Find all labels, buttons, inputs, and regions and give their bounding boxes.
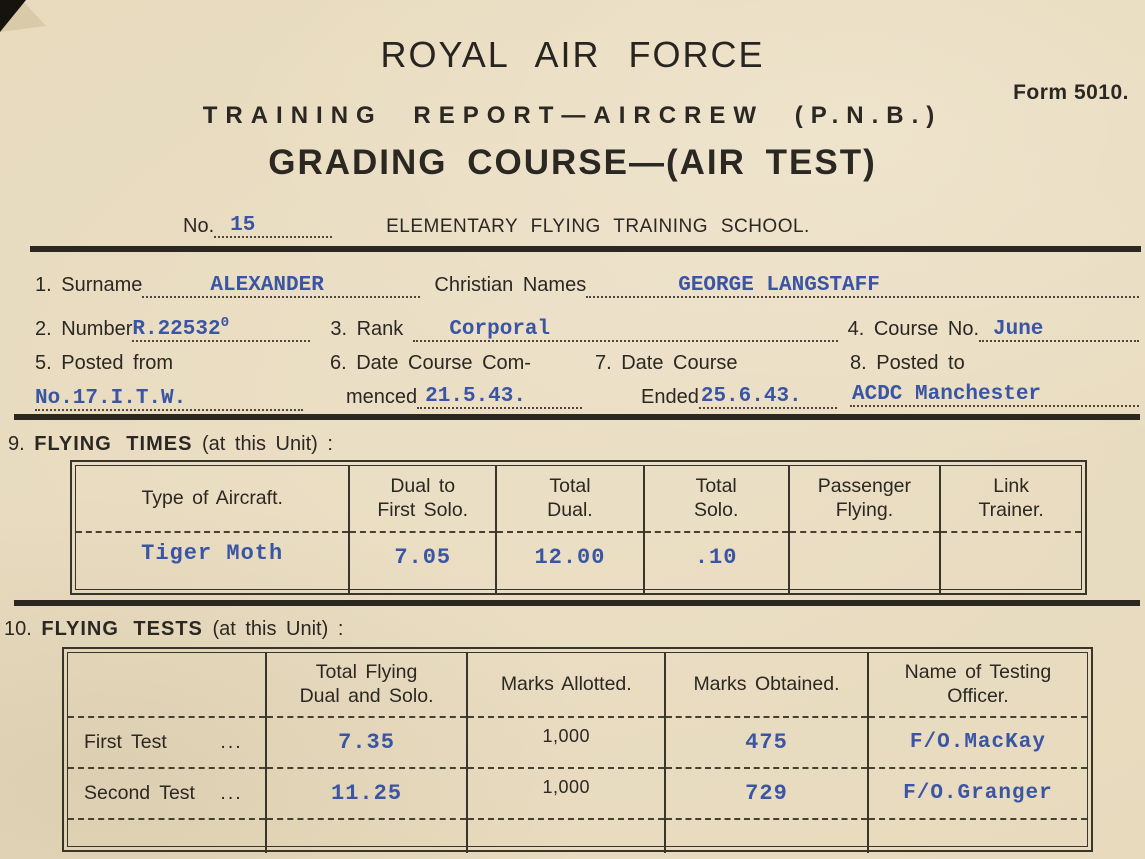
flying-tests-heading-suffix: (at this Unit) : [212,618,344,640]
course-commenced-block: 6. Date Course Com- menced 21.5.43. [330,352,582,409]
col-type-of-aircraft: Type of Aircraft. [76,466,351,533]
flying-tests-table: Total Flying Dual and Solo. Marks Allott… [62,647,1093,853]
field-row-number-rank: 2. Number R.225320 3. Rank Corporal 4. C… [35,302,1139,342]
commenced-label-line1: 6. Date Course Com- [330,352,531,374]
christian-names-value: GEORGE LANGSTAFF [678,274,880,297]
flying-times-heading-title: FLYING TIMES [34,433,193,455]
first-test-leader-dots: ... [220,731,243,753]
col-dual-to-first-solo: Dual to First Solo. [349,466,498,533]
cell-first-total-flying: 7.35 [338,730,395,755]
commenced-label-line2: menced [346,386,418,408]
col-total-solo: Total Solo. [643,466,790,533]
flying-tests-heading: 10. FLYING TESTS (at this Unit) : [4,618,343,641]
cell-link-trainer [940,532,1081,593]
cell-passenger-flying [788,532,942,593]
posted-from-label: 5. Posted from [35,352,174,374]
school-line: No. 15 ELEMENTARY FLYING TRAINING SCHOOL… [183,212,845,238]
flying-tests-heading-title: FLYING TESTS [41,618,203,640]
cell-first-marks-obtained: 475 [745,730,788,755]
ended-leader: 25.6.43. [698,379,837,409]
cell-aircraft: Tiger Moth [141,541,284,566]
cell-first-marks-allotted: 1,000 [542,726,591,746]
form-number: Form 5010. [1013,81,1129,104]
cell-second-total-flying: 11.25 [331,781,403,806]
course-no-value: June [993,318,1044,341]
school-no-label: No. [183,215,215,237]
course-title: GRADING COURSE—(AIR TEST) [268,143,877,182]
posted-from-block: 5. Posted from No.17.I.T.W. [35,352,303,411]
cell-dual-first-solo: 7.05 [394,545,452,570]
section-divider-mid [14,414,1140,420]
school-no-leader: 15 [214,212,333,238]
second-test-label: Second Test [84,782,195,804]
christian-names-leader: GEORGE LANGSTAFF [586,272,1139,298]
ended-value: 25.6.43. [700,385,802,408]
course-no-leader: June [979,316,1139,342]
section-divider-top [30,246,1141,252]
col-total-dual: Total Dual. [496,466,645,533]
flying-tests-heading-no: 10. [4,618,32,640]
rank-leader: Corporal [413,316,838,342]
cell-second-officer: F/O.Granger [903,782,1053,805]
table-row-second-test: Second Test... 11.25 1,000 729 F/O.Grang… [68,768,1087,820]
col-test-name [68,653,267,718]
christian-names-label: Christian Names [434,274,587,296]
school-name: ELEMENTARY FLYING TRAINING SCHOOL. [386,216,810,237]
table-row-empty [68,819,1087,853]
report-subtitle: TRAINING REPORT—AIRCREW (P.N.B.) [202,102,943,129]
posted-from-value: No.17.I.T.W. [35,387,187,410]
commenced-leader: 21.5.43. [417,379,582,409]
ended-label-line1: 7. Date Course [595,352,738,374]
first-test-label: First Test [84,731,167,753]
rank-value: Corporal [449,318,551,341]
col-marks-allotted: Marks Allotted. [467,653,667,718]
page-title: ROYAL AIR FORCE [380,34,765,75]
surname-label: 1. Surname [35,274,143,296]
school-no-value: 15 [230,214,256,237]
surname-value: ALEXANDER [210,274,324,297]
flying-times-table: Type of Aircraft. Dual to First Solo. To… [70,460,1087,595]
cell-first-officer: F/O.MacKay [909,731,1046,754]
col-total-flying: Total Flying Dual and Solo. [265,653,469,718]
cell-second-marks-obtained: 729 [745,781,788,806]
col-link-trainer: Link Trainer. [940,466,1081,533]
course-no-label: 4. Course No. [847,318,979,340]
cell-total-dual: 12.00 [534,545,606,570]
posted-to-value: ACDC Manchester [852,383,1042,406]
second-test-leader-dots: ... [220,782,243,804]
course-ended-block: 7. Date Course Ended 25.6.43. [595,352,837,409]
flying-times-heading: 9. FLYING TIMES (at this Unit) : [8,433,333,456]
flying-times-heading-suffix: (at this Unit) : [201,433,333,455]
posted-to-label: 8. Posted to [850,352,965,374]
rank-label: 3. Rank [330,318,404,340]
number-value: R.225320 [132,315,230,341]
number-leader: R.225320 [132,315,311,342]
number-value-superscript: 0 [220,315,230,331]
commenced-value: 21.5.43. [425,385,526,408]
ended-label-line2: Ended [641,386,699,408]
col-passenger-flying: Passenger Flying. [788,466,942,533]
section-divider-lower [14,600,1140,606]
posted-to-leader: ACDC Manchester [850,379,1139,407]
flying-times-heading-no: 9. [8,433,25,455]
number-label: 2. Number [35,318,133,340]
surname-leader: ALEXANDER [142,272,421,298]
col-testing-officer: Name of Testing Officer. [867,653,1087,718]
cell-total-solo: .10 [694,545,738,570]
table-row-first-test: First Test... 7.35 1,000 475 F/O.MacKay [68,717,1087,769]
posted-to-block: 8. Posted to ACDC Manchester [850,352,1139,407]
col-marks-obtained: Marks Obtained. [665,653,869,718]
posted-from-leader: No.17.I.T.W. [35,379,303,411]
field-row-name: 1. Surname ALEXANDER Christian Names GEO… [35,258,1139,298]
cell-second-marks-allotted: 1,000 [542,777,591,797]
